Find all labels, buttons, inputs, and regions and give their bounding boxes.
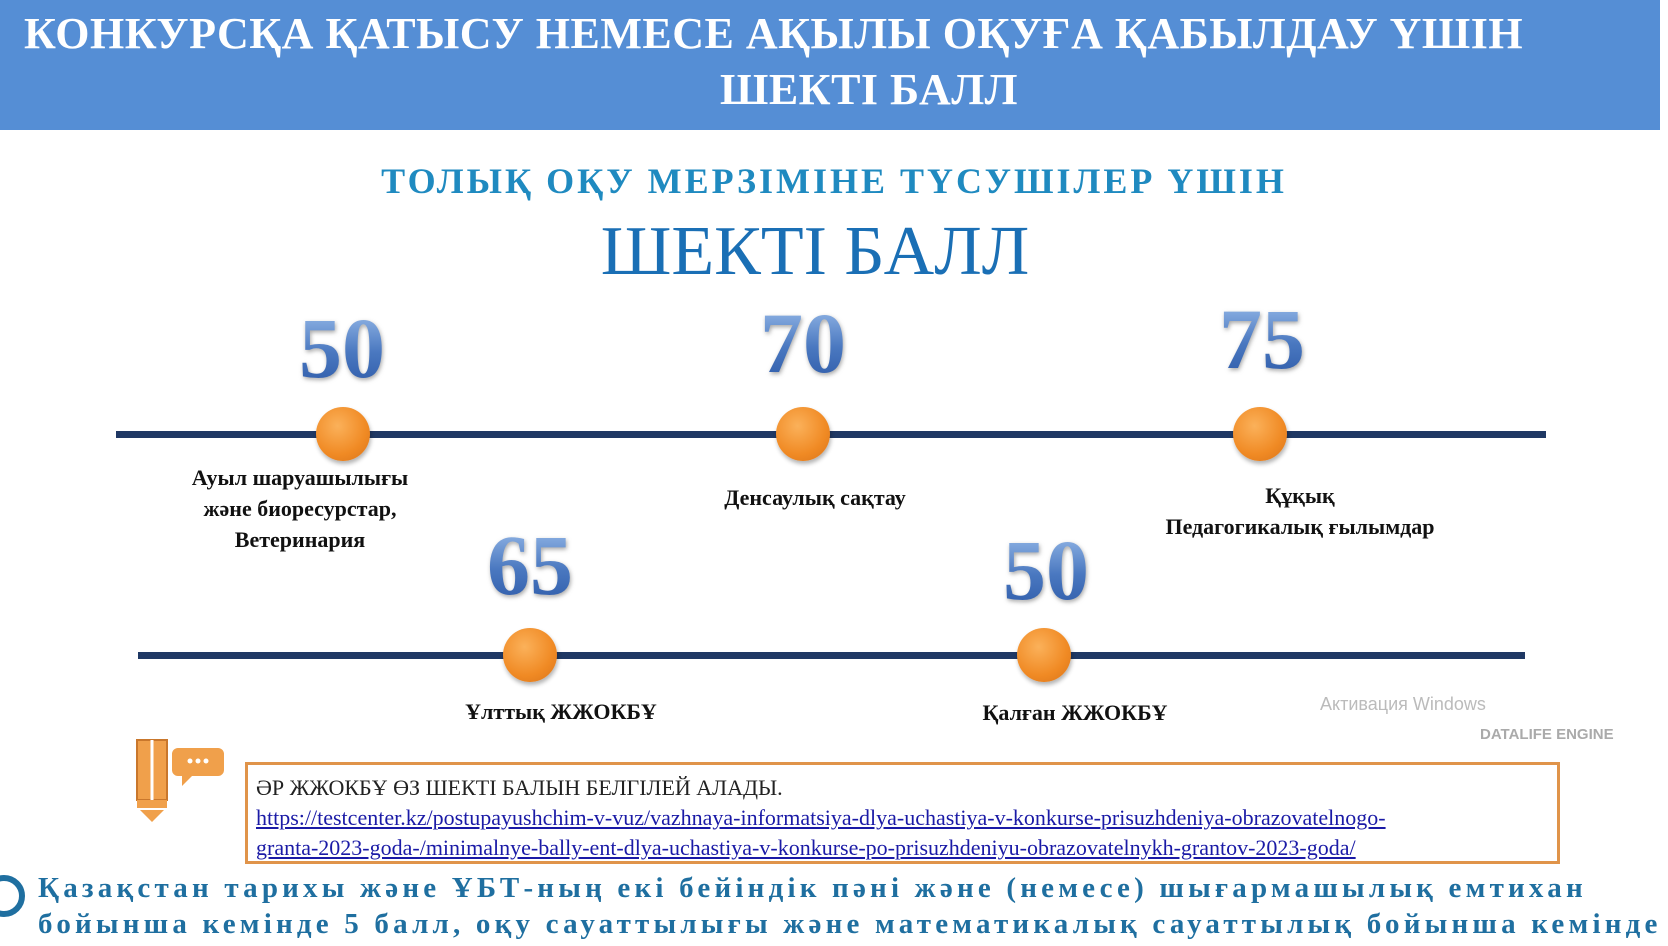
main-title: ШЕКТІ БАЛЛ — [600, 213, 1030, 290]
label-line: және биоресурстар, — [203, 496, 397, 521]
bottom-logo-icon — [0, 875, 25, 917]
label-line: Құқық — [1265, 483, 1335, 508]
dle-watermark: DATALIFE ENGINE — [1480, 726, 1614, 743]
timeline-dot — [1233, 407, 1287, 461]
label-law-pedagogy: Құқық Педагогикалық ғылымдар — [1165, 480, 1434, 542]
source-link-continued[interactable]: granta-2023-goda-/minimalnye-bally-ent-d… — [256, 835, 1356, 860]
timeline-line-2 — [138, 652, 1525, 659]
timeline-dot — [503, 628, 557, 682]
header-title-line2: ШЕКТІ БАЛЛ — [720, 65, 1018, 114]
header-title-line1: КОНКУРСҚА ҚАТЫСУ НЕМЕСЕ АҚЫЛЫ ОҚУҒА ҚАБЫ… — [24, 9, 1524, 58]
score-other-universities: 50 — [1003, 522, 1089, 618]
label-line: Педагогикалық ғылымдар — [1165, 514, 1435, 539]
timeline-dot — [316, 407, 370, 461]
label-line: Ветеринария — [234, 527, 366, 552]
score-law-pedagogy: 75 — [1219, 291, 1305, 387]
note-box: ӘР ЖЖОКБҰ ӨЗ ШЕКТІ БАЛЫН БЕЛГІЛЕЙ АЛАДЫ.… — [245, 762, 1560, 864]
bottom-text-line1: Қазақстан тарихы және ҰБТ-ның екі бейінд… — [38, 872, 1587, 904]
note-text: ӘР ЖЖОКБҰ ӨЗ ШЕКТІ БАЛЫН БЕЛГІЛЕЙ АЛАДЫ. — [256, 775, 783, 800]
source-link[interactable]: https://testcenter.kz/postupayushchim-v-… — [256, 805, 1386, 830]
timeline-dot — [776, 407, 830, 461]
score-health: 70 — [760, 295, 846, 391]
subtitle: ТОЛЫҚ ОҚУ МЕРЗІМІНЕ ТҮСУШІЛЕР ҮШІН — [381, 161, 1287, 201]
score-national-universities: 65 — [487, 517, 573, 613]
pencil-chat-icon — [136, 739, 224, 822]
label-line: Қалған ЖЖОКБҰ — [982, 700, 1168, 725]
score-agriculture: 50 — [299, 300, 385, 396]
label-line: Денсаулық сақтау — [724, 485, 906, 510]
timeline-line-1 — [116, 431, 1546, 438]
label-line: Ауыл шаруашылығы — [191, 465, 409, 490]
header-banner: КОНКУРСҚА ҚАТЫСУ НЕМЕСЕ АҚЫЛЫ ОҚУҒА ҚАБЫ… — [0, 0, 1660, 130]
label-agriculture: Ауыл шаруашылығы және биоресурстар, Вете… — [192, 462, 408, 555]
label-health: Денсаулық сақтау — [724, 482, 906, 513]
label-national-universities: Ұлттық ЖЖОКБҰ — [465, 696, 657, 727]
bottom-text-line2: бойынша кемінде 5 балл, оқу сауаттылығы … — [38, 908, 1668, 940]
timeline-dot — [1017, 628, 1071, 682]
windows-activation-watermark: Активация Windows — [1320, 694, 1486, 714]
label-other-universities: Қалған ЖЖОКБҰ — [982, 697, 1167, 728]
label-line: Ұлттық ЖЖОКБҰ — [465, 699, 657, 724]
